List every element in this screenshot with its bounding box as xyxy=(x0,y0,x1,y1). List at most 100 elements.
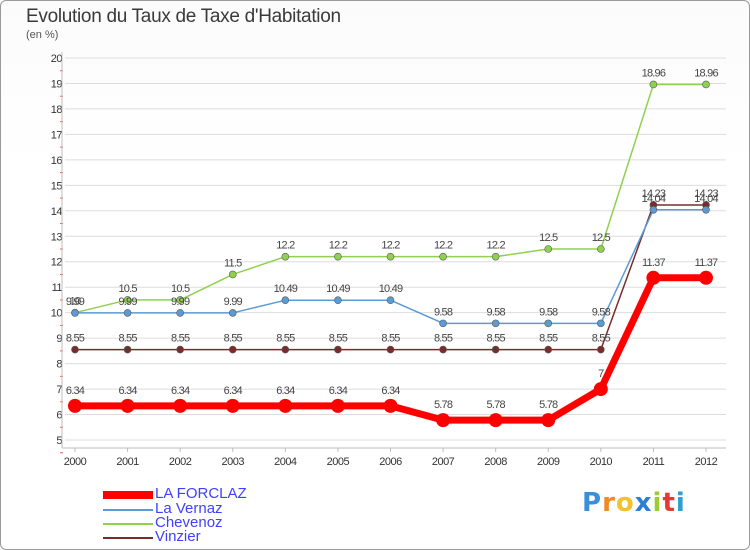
x-tick-label: 2000 xyxy=(64,456,87,468)
data-label-chevenoz: 18.96 xyxy=(642,67,666,79)
data-point-vinzier xyxy=(544,345,553,354)
logo-letter: i xyxy=(675,488,686,518)
data-label-chevenoz: 12.2 xyxy=(487,240,506,252)
legend-label-vinzier: Vinzier xyxy=(155,528,201,545)
data-point-la-vernaz xyxy=(649,205,658,214)
data-label-chevenoz: 10.5 xyxy=(171,283,190,295)
data-point-vinzier xyxy=(491,345,500,354)
data-label-la-forclaz: 6.34 xyxy=(118,385,137,397)
data-label-la-vernaz: 14.04 xyxy=(694,193,718,205)
data-point-vinzier xyxy=(439,345,447,354)
data-point-la-vernaz xyxy=(334,296,342,304)
data-label-la-vernaz: 10.49 xyxy=(326,283,350,295)
data-point-vinzier xyxy=(597,345,605,354)
data-point-vinzier xyxy=(281,345,290,354)
data-label-vinzier: 8.55 xyxy=(592,333,611,345)
y-tick-label: 11 xyxy=(52,282,63,294)
data-point-la-vernaz xyxy=(228,309,237,317)
data-point-la-forclaz xyxy=(278,398,293,413)
data-label-la-forclaz: 6.34 xyxy=(329,385,348,397)
data-point-la-forclaz xyxy=(68,398,82,413)
data-point-la-forclaz xyxy=(646,270,661,285)
legend-label-la-vernaz: La Vernaz xyxy=(155,500,223,517)
data-point-chevenoz xyxy=(544,245,553,253)
x-tick-label: 2011 xyxy=(643,456,665,468)
data-point-la-vernaz xyxy=(281,296,290,304)
data-label-chevenoz: 12.5 xyxy=(592,232,611,244)
data-point-la-vernaz xyxy=(71,309,79,317)
data-label-vinzier: 8.55 xyxy=(434,333,453,345)
data-label-la-vernaz: 9.99 xyxy=(66,296,85,308)
x-tick-label: 2012 xyxy=(695,456,718,468)
data-point-chevenoz xyxy=(228,270,237,279)
data-label-la-vernaz: 9.99 xyxy=(224,296,243,308)
legend-label-chevenoz: Chevenoz xyxy=(155,514,223,531)
y-tick-label: 18 xyxy=(51,104,63,116)
y-tick-label: 12 xyxy=(51,257,63,269)
data-point-la-forclaz xyxy=(120,398,135,413)
data-label-chevenoz: 10 xyxy=(70,296,81,308)
data-label-la-vernaz: 9.58 xyxy=(539,306,558,318)
data-label-la-vernaz: 14.04 xyxy=(642,193,666,205)
data-point-chevenoz xyxy=(597,245,605,253)
data-label-chevenoz: 12.2 xyxy=(276,240,295,252)
data-point-vinzier xyxy=(334,345,342,354)
data-label-chevenoz: 10.5 xyxy=(118,283,137,295)
x-tick-label: 2006 xyxy=(379,456,402,468)
data-label-la-vernaz: 10.49 xyxy=(274,283,298,295)
data-label-vinzier: 8.55 xyxy=(381,333,400,345)
data-point-la-vernaz xyxy=(176,309,184,317)
data-point-la-forclaz xyxy=(699,270,713,285)
data-point-la-forclaz xyxy=(173,398,188,413)
data-point-la-vernaz xyxy=(597,319,605,328)
data-label-vinzier: 8.55 xyxy=(118,333,137,345)
data-label-la-vernaz: 9.99 xyxy=(171,296,190,308)
y-tick-label: 8 xyxy=(56,359,62,371)
data-label-vinzier: 14.23 xyxy=(694,188,718,200)
data-point-la-forclaz xyxy=(225,398,240,413)
x-tick-label: 2003 xyxy=(222,456,245,468)
y-tick-label: 20 xyxy=(51,53,63,65)
data-point-chevenoz xyxy=(491,252,500,261)
data-point-la-vernaz xyxy=(702,205,710,214)
x-tick-label: 2002 xyxy=(169,456,192,468)
y-tick-label: 9 xyxy=(56,333,62,345)
proxiti-logo: Proxiti xyxy=(582,488,686,518)
data-label-chevenoz: 11.5 xyxy=(224,257,242,269)
data-point-la-vernaz xyxy=(491,319,500,328)
logo-letter: P xyxy=(582,488,603,518)
y-tick-label: 16 xyxy=(51,155,63,167)
y-tick-label: 17 xyxy=(51,129,63,141)
data-label-chevenoz: 12.2 xyxy=(329,240,348,252)
y-tick-label: 5 xyxy=(56,435,62,447)
data-label-la-forclaz: 11.37 xyxy=(642,257,665,269)
data-point-la-forclaz xyxy=(383,398,398,413)
data-label-la-vernaz: 9.58 xyxy=(434,306,453,318)
data-point-la-forclaz xyxy=(436,413,451,428)
data-label-vinzier: 8.55 xyxy=(224,333,243,345)
data-label-vinzier: 8.55 xyxy=(276,333,295,345)
y-tick-label: 10 xyxy=(51,308,63,320)
x-tick-label: 2009 xyxy=(537,456,560,468)
data-point-la-forclaz xyxy=(593,382,608,397)
data-label-vinzier: 8.55 xyxy=(171,333,190,345)
data-label-la-forclaz: 5.78 xyxy=(539,399,558,411)
data-point-chevenoz xyxy=(702,80,710,89)
data-label-la-vernaz: 10.49 xyxy=(379,283,403,295)
data-label-la-forclaz: 5.78 xyxy=(487,399,506,411)
legend-swatch-la-forclaz xyxy=(103,491,153,499)
data-label-la-forclaz: 6.34 xyxy=(224,385,243,397)
data-point-la-forclaz xyxy=(488,413,503,428)
chart-subtitle: (en %) xyxy=(26,29,59,41)
data-label-la-forclaz: 6.34 xyxy=(276,385,295,397)
x-tick-label: 2008 xyxy=(484,456,507,468)
series-line-la-vernaz xyxy=(75,209,706,325)
data-label-vinzier: 8.55 xyxy=(487,333,506,345)
y-tick-label: 14 xyxy=(51,206,63,218)
logo-letter: i xyxy=(652,488,663,518)
data-label-la-vernaz: 9.58 xyxy=(487,306,506,318)
data-point-vinzier xyxy=(123,345,132,354)
y-tick-label: 19 xyxy=(51,78,63,90)
